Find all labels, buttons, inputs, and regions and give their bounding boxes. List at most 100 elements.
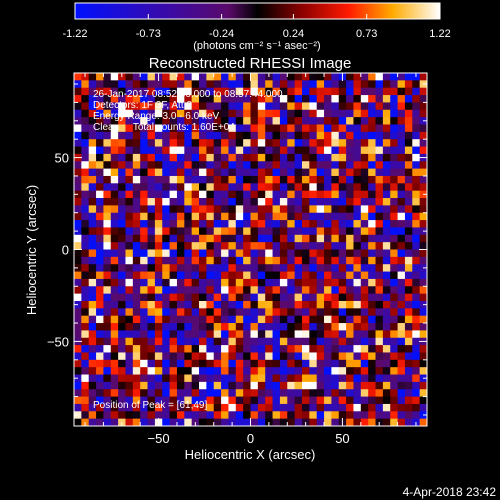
heatmap-pixel (272, 212, 281, 221)
heatmap-pixel (279, 403, 288, 412)
heatmap-pixel (235, 117, 244, 125)
heatmap-pixel (404, 73, 413, 81)
heatmap-pixel (206, 117, 215, 125)
heatmap-pixel (206, 367, 215, 375)
heatmap-pixel (74, 161, 82, 169)
heatmap-pixel (346, 175, 354, 184)
heatmap-pixel (294, 146, 303, 155)
heatmap-pixel (125, 212, 134, 221)
heatmap-pixel (257, 161, 266, 169)
heatmap-pixel (324, 242, 332, 250)
heatmap-pixel (360, 300, 369, 309)
heatmap-pixel (184, 234, 193, 243)
heatmap-pixel (154, 131, 163, 140)
heatmap-pixel (206, 396, 215, 405)
heatmap-pixel (169, 300, 178, 309)
heatmap-pixel (257, 418, 266, 427)
heatmap-pixel (382, 381, 391, 390)
heatmap-pixel (228, 139, 237, 147)
heatmap-pixel (272, 117, 281, 125)
heatmap-pixel (184, 418, 193, 427)
heatmap-pixel (81, 315, 90, 324)
heatmap-pixel (81, 352, 90, 361)
heatmap-pixel (176, 117, 185, 125)
heatmap-pixel (235, 139, 244, 147)
heatmap-pixel (324, 374, 332, 383)
heatmap-pixel (154, 381, 163, 390)
heatmap-pixel (176, 183, 185, 192)
heatmap-pixel (309, 190, 318, 199)
heatmap-pixel (213, 95, 222, 103)
heatmap-pixel (199, 73, 207, 81)
heatmap-pixel (235, 161, 244, 169)
heatmap-pixel (132, 418, 141, 427)
heatmap-pixel (88, 183, 97, 192)
heatmap-pixel (279, 278, 288, 287)
heatmap-pixel (250, 131, 259, 140)
heatmap-pixel (324, 161, 332, 169)
heatmap-pixel (74, 271, 82, 280)
heatmap-pixel (324, 80, 332, 89)
heatmap-pixel (301, 153, 310, 162)
heatmap-pixel (287, 234, 296, 243)
heatmap-pixel (272, 153, 281, 162)
heatmap-pixel (404, 345, 413, 353)
heatmap-pixel (309, 345, 318, 353)
heatmap-pixel (191, 381, 200, 390)
heatmap-pixel (419, 278, 428, 287)
heatmap-pixel (324, 315, 332, 324)
heatmap-pixel (309, 381, 318, 390)
heatmap-pixel (162, 352, 170, 361)
heatmap-pixel (338, 242, 347, 250)
heatmap-pixel (154, 212, 163, 221)
heatmap-pixel (103, 278, 112, 287)
heatmap-pixel (199, 403, 207, 412)
heatmap-pixel (287, 131, 296, 140)
heatmap-pixel (103, 374, 112, 383)
heatmap-pixel (213, 300, 222, 309)
heatmap-pixel (88, 367, 97, 375)
heatmap-pixel (147, 146, 156, 155)
heatmap-pixel (412, 337, 421, 346)
heatmap-pixel (125, 227, 134, 236)
heatmap-pixel (346, 286, 354, 295)
heatmap-pixel (360, 264, 369, 272)
heatmap-pixel (301, 323, 310, 331)
heatmap-pixel (412, 234, 421, 243)
heatmap-pixel (316, 146, 325, 155)
heatmap-pixel (154, 403, 163, 412)
colorbar: -1.22 -0.73 -0.24 0.24 0.73 1.22 (photons cm⁻… (62, 2, 451, 52)
heatmap-pixel (250, 271, 259, 280)
heatmap-pixel (375, 198, 384, 206)
heatmap-pixel (324, 102, 332, 111)
heatmap-pixel (316, 403, 325, 412)
heatmap-pixel (301, 374, 310, 383)
heatmap-pixel (301, 359, 310, 368)
heatmap-pixel (309, 95, 318, 103)
heatmap-pixel (140, 168, 148, 177)
heatmap-pixel (74, 308, 82, 317)
heatmap-pixel (221, 87, 229, 96)
heatmap-pixel (125, 234, 134, 243)
heatmap-pixel (221, 80, 229, 89)
heatmap-pixel (309, 286, 318, 295)
heatmap-pixel (338, 367, 347, 375)
heatmap-pixel (257, 242, 266, 250)
heatmap-pixel (147, 183, 156, 192)
heatmap-pixel (125, 73, 134, 81)
heatmap-pixel (184, 249, 193, 258)
heatmap-pixel (147, 323, 156, 331)
heatmap-pixel (184, 264, 193, 272)
heatmap-pixel (294, 227, 303, 236)
heatmap-pixel (346, 153, 354, 162)
heatmap-pixel (176, 300, 185, 309)
heatmap-pixel (191, 117, 200, 125)
heatmap-pixel (88, 87, 97, 96)
heatmap-pixel (103, 330, 112, 339)
heatmap-image (74, 73, 428, 427)
heatmap-pixel (206, 249, 215, 258)
heatmap-pixel (294, 124, 303, 133)
heatmap-pixel (228, 264, 237, 272)
heatmap-pixel (397, 198, 406, 206)
heatmap-pixel (353, 411, 362, 420)
